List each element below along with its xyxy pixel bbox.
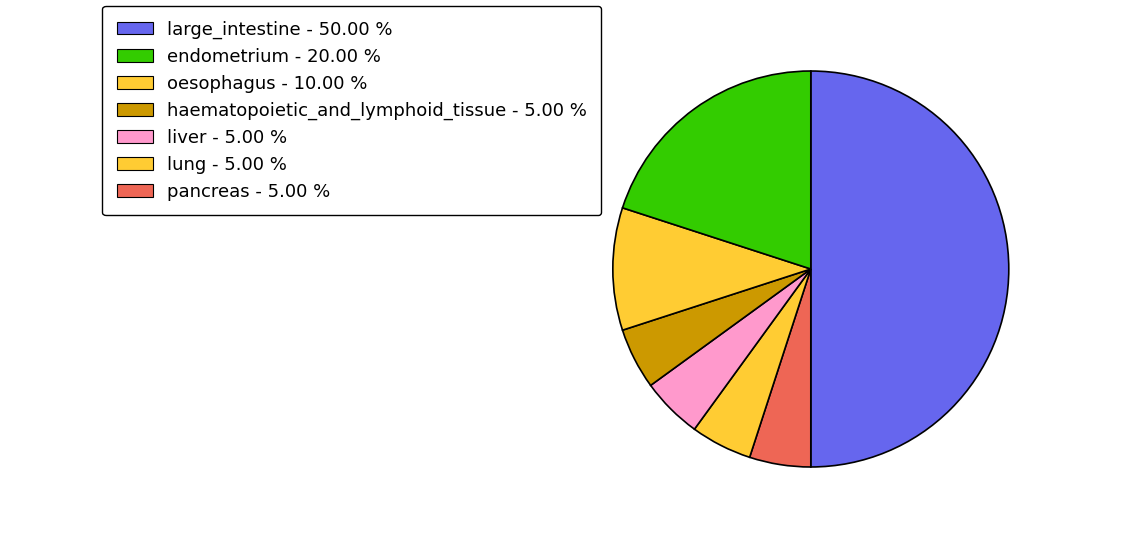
Wedge shape	[811, 71, 1009, 467]
Wedge shape	[612, 208, 811, 330]
Wedge shape	[694, 269, 811, 457]
Wedge shape	[623, 71, 811, 269]
Wedge shape	[651, 269, 811, 429]
Legend: large_intestine - 50.00 %, endometrium - 20.00 %, oesophagus - 10.00 %, haematop: large_intestine - 50.00 %, endometrium -…	[102, 6, 601, 215]
Wedge shape	[750, 269, 811, 467]
Wedge shape	[623, 269, 811, 385]
